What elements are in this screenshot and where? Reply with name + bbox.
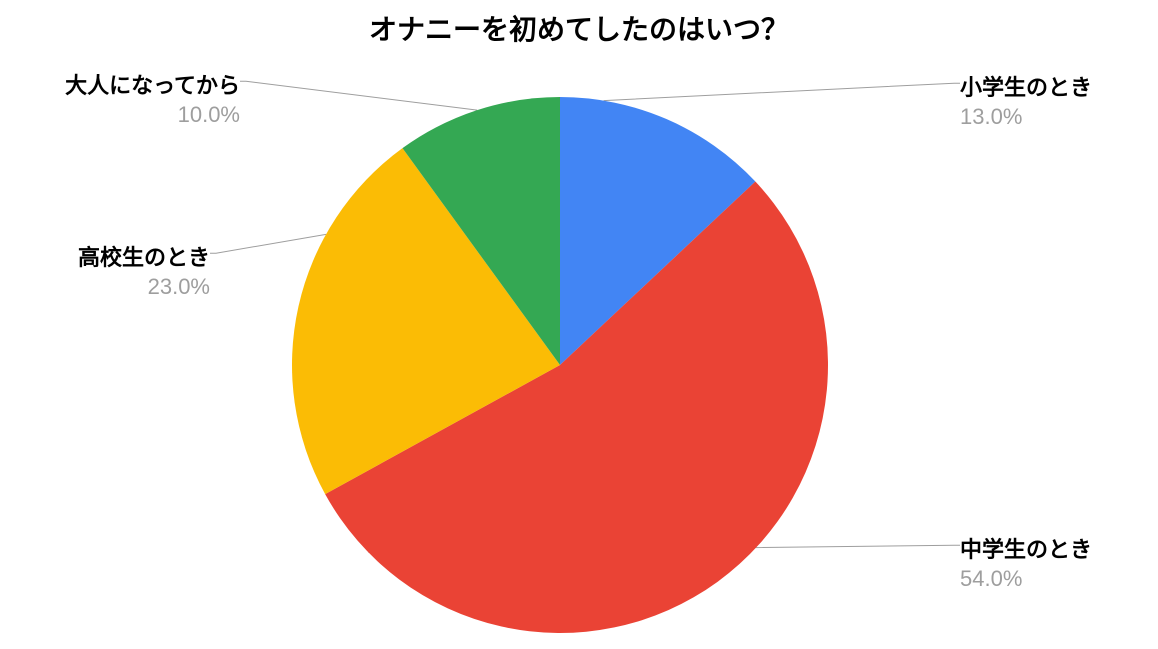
slice-label-pct: 23.0%: [78, 274, 210, 300]
slice-label: 中学生のとき54.0%: [960, 532, 1092, 592]
slice-label-name: 大人になってから: [65, 68, 240, 100]
slice-label: 大人になってから10.0%: [65, 68, 240, 128]
slice-label-name: 高校生のとき: [78, 240, 210, 272]
pie-slices: [292, 97, 828, 633]
slice-label-name: 中学生のとき: [960, 532, 1092, 564]
slice-label-name: 小学生のとき: [960, 70, 1092, 102]
leader-line: [210, 234, 326, 253]
slice-label: 高校生のとき23.0%: [78, 240, 210, 300]
chart-container: { "chart": { "type": "pie", "title": "オナ…: [0, 0, 1158, 649]
slice-label-pct: 13.0%: [960, 104, 1092, 130]
leader-line: [604, 83, 960, 100]
slice-label-pct: 10.0%: [65, 102, 240, 128]
slice-label: 小学生のとき13.0%: [960, 70, 1092, 130]
leader-line: [240, 81, 477, 110]
slice-label-pct: 54.0%: [960, 566, 1092, 592]
